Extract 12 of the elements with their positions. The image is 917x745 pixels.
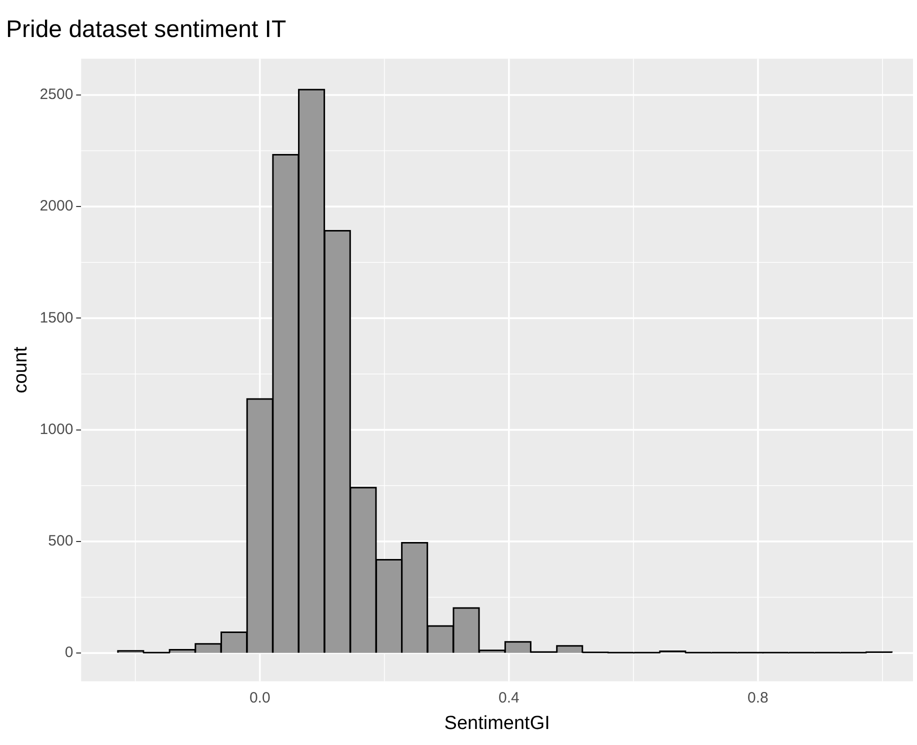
y-tick-label: 2000	[40, 198, 74, 215]
y-tick-label: 500	[48, 532, 74, 550]
y-axis-title: count	[10, 346, 32, 394]
x-axis-title: SentimentGI	[444, 712, 550, 734]
chart-title: Pride dataset sentiment IT	[6, 16, 286, 44]
y-tick-label: 1500	[40, 309, 74, 326]
y-tick-label: 0	[64, 644, 74, 662]
y-tick-label: 2500	[40, 86, 74, 104]
x-tick-label: 0.0	[249, 689, 270, 706]
x-tick-label: 0.4	[498, 689, 520, 706]
x-tick-label: 0.8	[748, 689, 768, 706]
y-tick-label: 1000	[40, 420, 74, 438]
